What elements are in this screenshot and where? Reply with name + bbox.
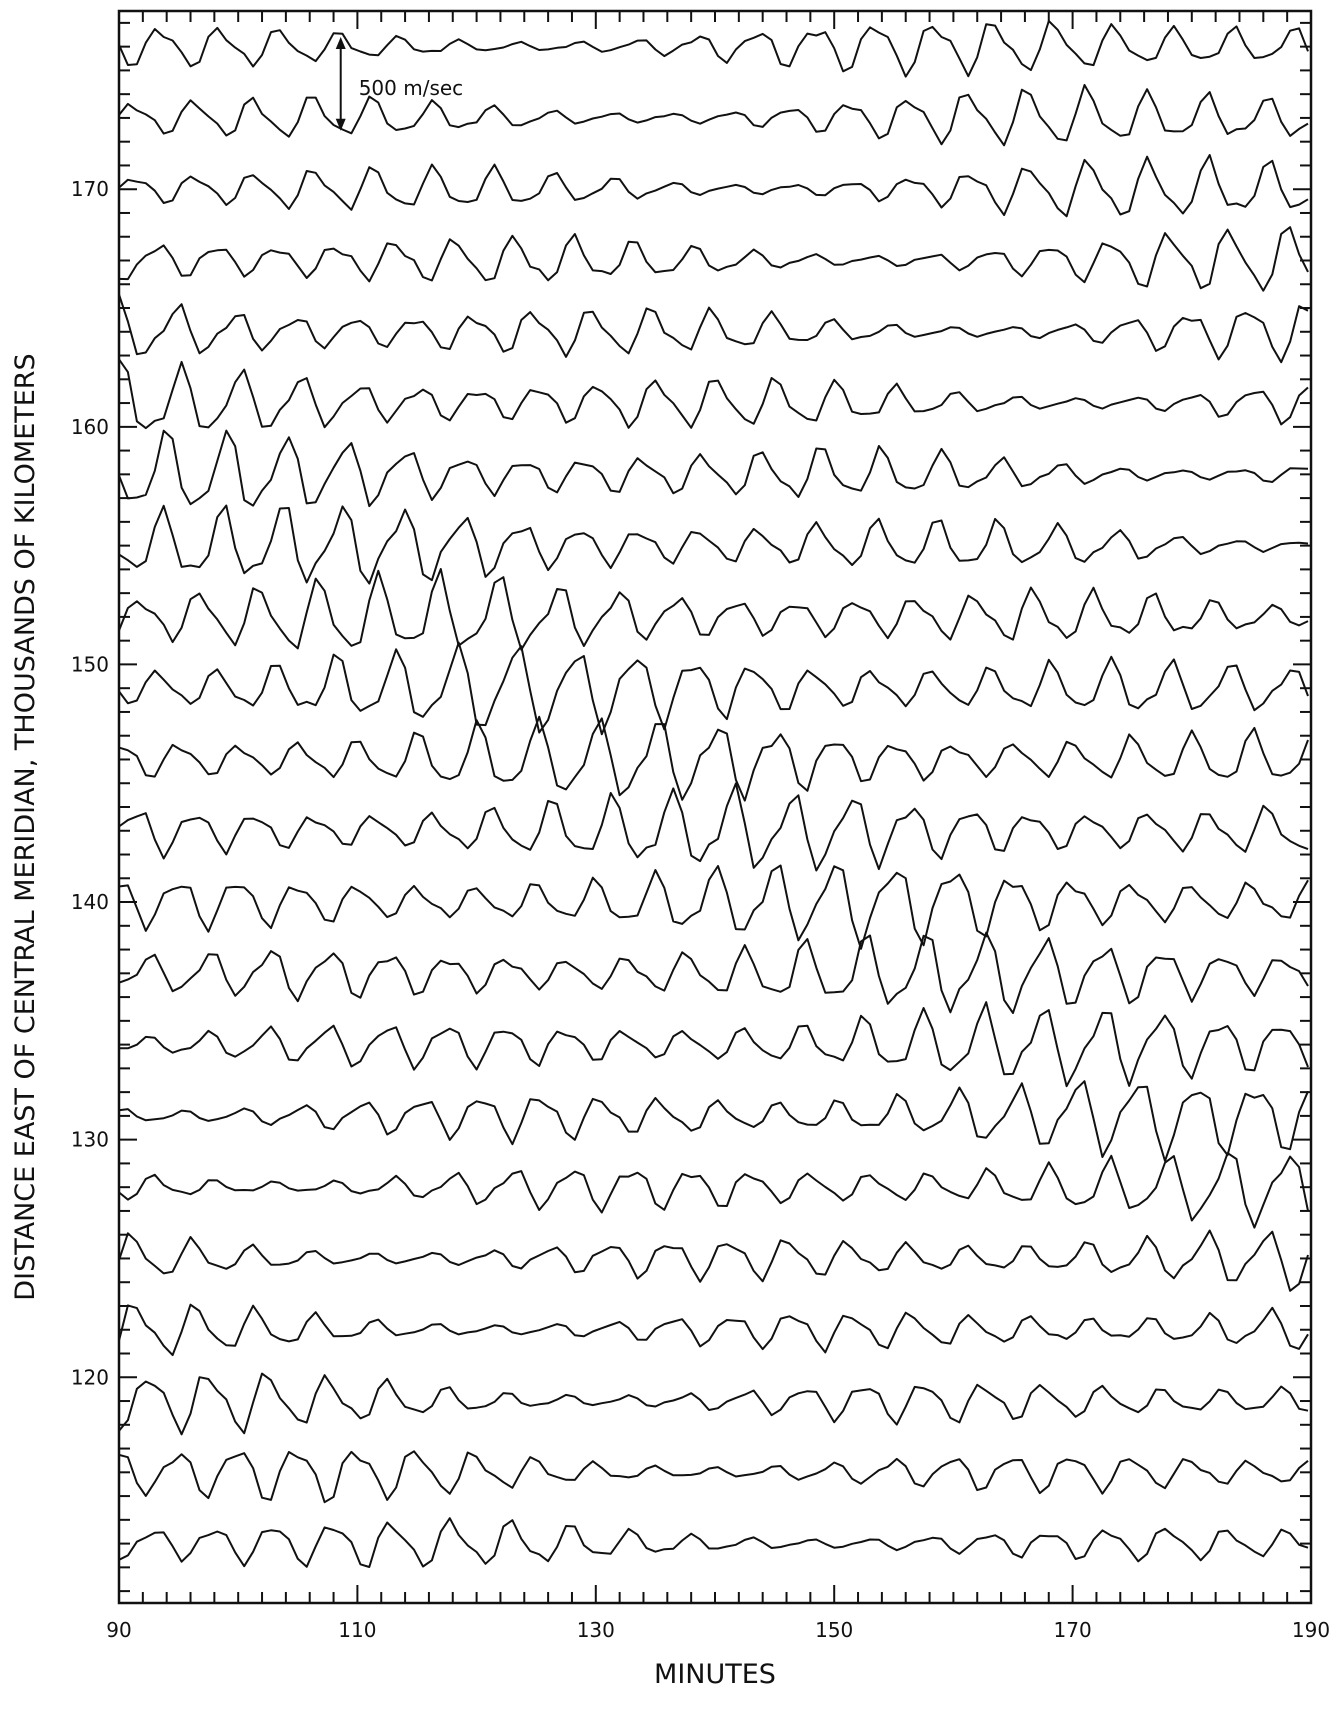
- x-axis-title: MINUTES: [654, 1659, 776, 1690]
- y-tick-label: 170: [71, 177, 109, 201]
- y-tick-label: 160: [71, 415, 109, 439]
- velocity-trace: [118, 154, 1309, 218]
- velocity-trace: [118, 226, 1309, 292]
- x-tick-label: 170: [1054, 1618, 1092, 1642]
- velocity-trace: [118, 715, 1309, 802]
- velocity-trace: [118, 1450, 1309, 1504]
- axis-ticks: [118, 11, 1312, 1603]
- plot-frame: [117, 9, 1313, 1605]
- velocity-trace: [118, 931, 1309, 1014]
- scale-bar-arrowhead-top: [335, 37, 346, 49]
- velocity-trace: [118, 1080, 1309, 1162]
- velocity-traces: [118, 20, 1309, 1568]
- x-tick-label: 190: [1292, 1618, 1330, 1642]
- x-tick-label: 130: [577, 1618, 615, 1642]
- velocity-trace: [118, 20, 1309, 78]
- velocity-trace: [118, 504, 1309, 585]
- velocity-trace: [118, 1229, 1309, 1292]
- x-tick-labels: 90 110 130 150 170 190: [106, 1618, 1330, 1642]
- x-tick-label: 90: [106, 1618, 131, 1642]
- velocity-trace: [119, 1001, 1309, 1088]
- x-tick-label: 110: [338, 1618, 376, 1642]
- y-tick-label: 130: [71, 1128, 109, 1152]
- velocity-trace: [118, 358, 1309, 430]
- velocity-trace: [118, 1152, 1309, 1229]
- velocity-trace: [118, 782, 1309, 872]
- velocity-trace: [118, 1517, 1309, 1568]
- velocity-trace: [118, 294, 1309, 364]
- y-tick-label: 120: [71, 1365, 109, 1389]
- velocity-trace: [118, 429, 1309, 508]
- velocity-trace: [118, 1303, 1309, 1357]
- scale-bar-arrowhead-bottom: [335, 118, 346, 131]
- y-axis-title: DISTANCE EAST OF CENTRAL MERIDIAN, THOUS…: [10, 353, 41, 1300]
- y-tick-label: 140: [71, 890, 109, 914]
- velocity-trace: [118, 568, 1309, 651]
- y-tick-labels: 120 130 140 150 160 170: [71, 177, 109, 1389]
- velocity-trace: [118, 1372, 1309, 1436]
- y-tick-label: 150: [71, 652, 109, 676]
- scale-bar: 500 m/sec: [335, 37, 463, 131]
- x-tick-label: 150: [815, 1618, 853, 1642]
- scale-bar-label: 500 m/sec: [359, 76, 463, 100]
- velocity-trace: [118, 641, 1309, 736]
- velocity-trace: [118, 864, 1309, 950]
- velocity-trace: [118, 84, 1309, 147]
